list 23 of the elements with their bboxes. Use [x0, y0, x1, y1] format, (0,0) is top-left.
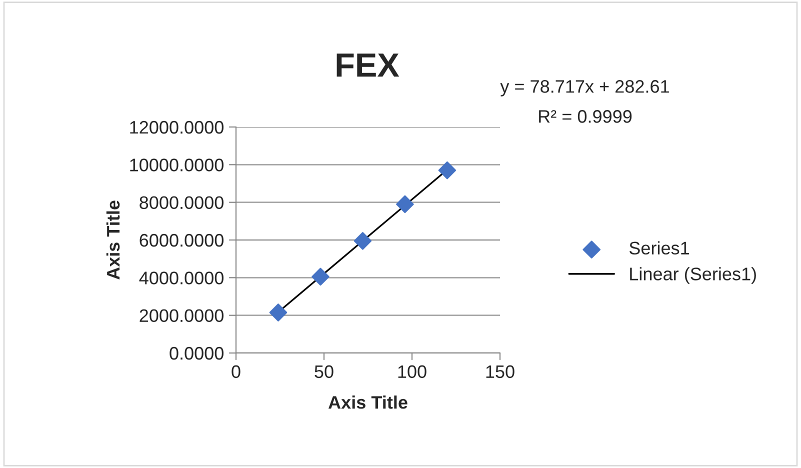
x-axis-title: Axis Title: [328, 396, 408, 409]
y-tick-label: 8000.0000: [140, 196, 224, 210]
point: [438, 161, 456, 180]
legend-label: Linear (Series1): [630, 267, 756, 284]
x-tick-label: 150: [486, 365, 514, 378]
text: y = 78.717x + 282.61: [500, 80, 669, 96]
y-tick-label: 4000.0000: [139, 272, 224, 284]
x-tick-label: 50: [314, 365, 334, 378]
chart-title: FEX: [336, 54, 400, 77]
y-tick-label: 6000.0000: [140, 234, 224, 247]
point: [354, 232, 372, 250]
x-tick-label: 0: [232, 365, 240, 378]
point: [312, 268, 330, 286]
y-tick-label: 0.0000: [170, 346, 224, 360]
point: [396, 195, 414, 214]
y-tick-label: 2000.0000: [140, 309, 224, 322]
y-tick-label: 12000.0000: [130, 120, 224, 134]
y-tick-label: 10000.0000: [130, 158, 224, 172]
text: R² = 0.9999: [539, 110, 632, 123]
y-axis-title: Axis Title: [106, 200, 120, 280]
point: [269, 304, 288, 322]
x-tick-label: 100: [398, 365, 426, 378]
legend-label: Series1: [629, 241, 689, 255]
